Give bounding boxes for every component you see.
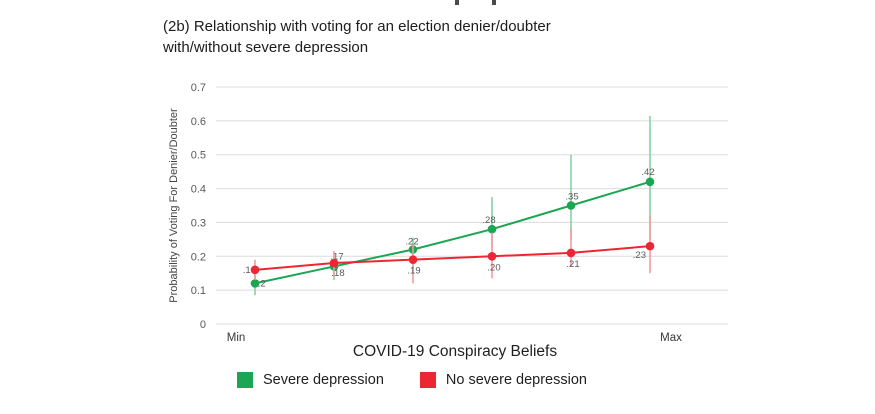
- data-point-marker: [250, 265, 260, 275]
- x-tick-min: Min: [227, 332, 246, 344]
- data-point-label: .22: [405, 237, 418, 248]
- series-no-severe-depression: .16 .18 .19 .20 .21 .23: [243, 215, 655, 284]
- y-axis-tick-labels: 0 0.1 0.2 0.3 0.4 0.5 0.6 0.7: [191, 82, 206, 331]
- svg-text:0.3: 0.3: [191, 217, 206, 229]
- data-point-label: .35: [565, 192, 578, 203]
- data-point-label: .17: [330, 251, 343, 262]
- svg-text:0.2: 0.2: [191, 251, 206, 263]
- data-point-marker: [250, 279, 260, 288]
- legend-label: Severe depression: [263, 372, 384, 388]
- svg-text:0: 0: [200, 319, 206, 331]
- data-point-label: .21: [566, 259, 579, 270]
- legend-label: No severe depression: [445, 372, 587, 388]
- legend-item-no-severe-depression: No severe depression: [419, 372, 587, 388]
- data-point-marker: [408, 255, 418, 264]
- series-line: [254, 180, 651, 285]
- data-point-marker: [487, 251, 497, 261]
- chart-title-line2: with/without severe depression: [163, 39, 369, 56]
- svg-text:0.1: 0.1: [191, 285, 206, 297]
- svg-text:0.7: 0.7: [191, 82, 206, 94]
- gridlines: [216, 86, 728, 325]
- x-axis-title: COVID-19 Conspiracy Beliefs: [353, 343, 557, 360]
- data-point-marker: [566, 201, 576, 210]
- data-point-label: .19: [407, 266, 420, 277]
- chart-title: (2b) Relationship with voting for an ele…: [163, 16, 643, 58]
- y-axis-title: Probability of Voting For Denier/Doubter: [168, 108, 180, 303]
- chart-legend: Severe depression No severe depression: [237, 372, 587, 388]
- no-severe-depression-swatch-icon: [419, 372, 436, 388]
- data-point-marker: [645, 241, 655, 251]
- data-point-label: .20: [487, 262, 500, 273]
- svg-text:0.4: 0.4: [191, 184, 206, 196]
- data-point-label: .16: [243, 265, 256, 276]
- svg-text:0.5: 0.5: [191, 150, 206, 162]
- x-tick-max: Max: [660, 332, 682, 344]
- data-point-marker: [329, 258, 339, 268]
- data-point-marker: [645, 177, 655, 187]
- chart-title-line1: (2b) Relationship with voting for an ele…: [163, 18, 551, 35]
- series-severe-depression: .12.17.22.28.35.42: [250, 115, 655, 296]
- data-point-marker: [487, 224, 497, 234]
- data-point-marker: [566, 248, 576, 258]
- clipped-text-fragment: [455, 0, 459, 5]
- data-point-label: .28: [482, 215, 495, 226]
- severe-depression-swatch-icon: [237, 372, 253, 388]
- data-point-label: .23: [633, 250, 646, 261]
- clipped-text-fragment: [492, 0, 496, 5]
- svg-text:0.6: 0.6: [191, 116, 206, 128]
- data-point-label: .18: [331, 268, 344, 279]
- data-point-label: .42: [641, 167, 654, 178]
- legend-item-severe-depression: Severe depression: [237, 372, 384, 388]
- series-line: [254, 245, 651, 271]
- line-chart: 0 0.1 0.2 0.3 0.4 0.5 0.6 0.7 Probability of Vot…: [168, 82, 728, 360]
